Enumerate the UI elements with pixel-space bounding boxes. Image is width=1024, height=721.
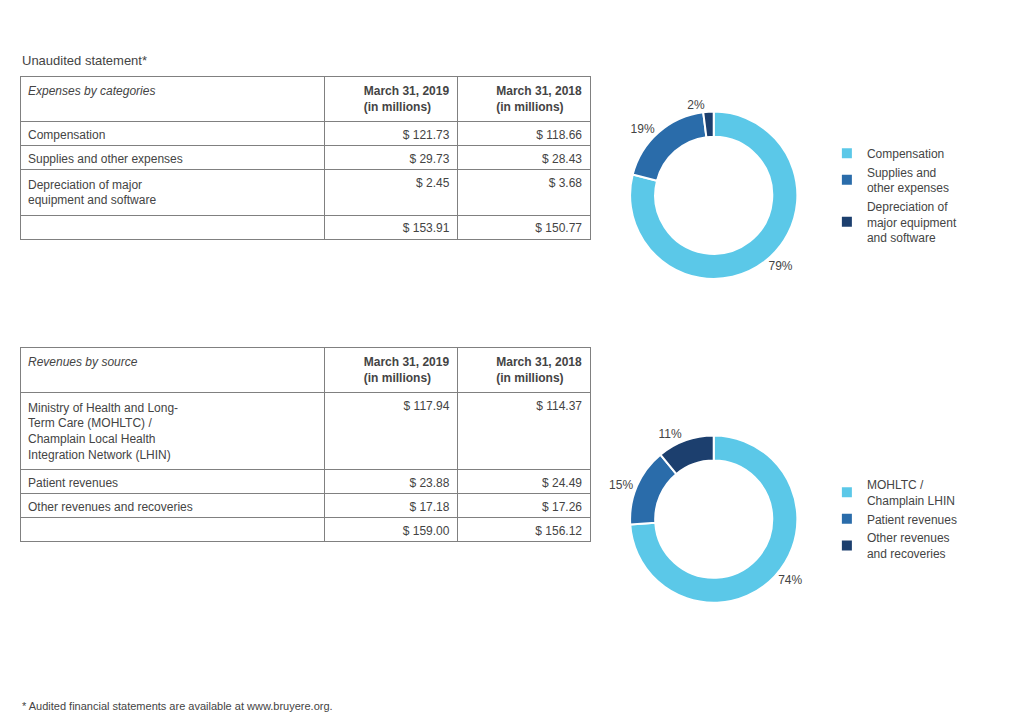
svg-text:74%: 74% xyxy=(778,573,802,587)
svg-text:$ 2.45: $ 2.45 xyxy=(416,176,450,190)
svg-text:$ 117.94: $ 117.94 xyxy=(404,399,450,413)
svg-text:$ 153.91: $ 153.91 xyxy=(403,221,450,235)
svg-text:Compensation: Compensation xyxy=(867,147,944,161)
svg-text:Expenses by categories: Expenses by categories xyxy=(28,84,155,98)
svg-text:Other revenuesand recoveries: Other revenuesand recoveries xyxy=(867,531,950,561)
svg-text:$ 17.18: $ 17.18 xyxy=(409,500,449,514)
svg-text:$ 24.49: $ 24.49 xyxy=(542,476,582,490)
svg-text:Patient revenues: Patient revenues xyxy=(28,476,118,490)
svg-text:MOHLTC /Champlain LHIN: MOHLTC /Champlain LHIN xyxy=(867,478,955,508)
svg-text:Depreciation ofmajor equipment: Depreciation ofmajor equipmentand softwa… xyxy=(867,200,957,245)
svg-text:Revenues by source: Revenues by source xyxy=(28,355,138,369)
svg-text:Ministry of Health and Long-Te: Ministry of Health and Long-Term Care (M… xyxy=(28,401,178,462)
svg-text:$ 17.26: $ 17.26 xyxy=(542,500,582,514)
svg-text:Supplies andother expenses: Supplies andother expenses xyxy=(867,166,949,196)
svg-text:March 31, 2019(in millions): March 31, 2019(in millions) xyxy=(364,355,450,385)
svg-text:$ 159.00: $ 159.00 xyxy=(403,524,450,538)
svg-text:* Audited financial statements: * Audited financial statements are avail… xyxy=(22,700,333,712)
svg-text:March 31, 2019(in millions): March 31, 2019(in millions) xyxy=(364,84,450,114)
svg-text:15%: 15% xyxy=(609,478,633,492)
svg-text:$ 150.77: $ 150.77 xyxy=(535,221,582,235)
svg-text:March 31, 2018(in millions): March 31, 2018(in millions) xyxy=(496,355,582,385)
svg-text:$ 28.43: $ 28.43 xyxy=(542,152,582,166)
svg-text:Supplies and other expenses: Supplies and other expenses xyxy=(28,152,183,166)
svg-text:March 31, 2018(in millions): March 31, 2018(in millions) xyxy=(496,84,582,114)
svg-text:Depreciation of majorequipment: Depreciation of majorequipment and softw… xyxy=(28,178,156,208)
svg-text:$ 121.73: $ 121.73 xyxy=(403,128,450,142)
svg-text:$ 156.12: $ 156.12 xyxy=(535,524,582,538)
svg-text:Unaudited statement*: Unaudited statement* xyxy=(22,53,147,68)
svg-text:Compensation: Compensation xyxy=(28,128,105,142)
svg-text:$ 114.37: $ 114.37 xyxy=(536,399,582,413)
svg-text:Patient revenues: Patient revenues xyxy=(867,513,957,527)
svg-text:11%: 11% xyxy=(658,427,681,441)
svg-text:$ 23.88: $ 23.88 xyxy=(409,476,449,490)
svg-text:19%: 19% xyxy=(631,122,655,136)
svg-text:$ 29.73: $ 29.73 xyxy=(409,152,449,166)
svg-text:$ 3.68: $ 3.68 xyxy=(549,176,583,190)
svg-text:79%: 79% xyxy=(768,259,792,273)
svg-text:2%: 2% xyxy=(687,98,705,112)
svg-text:Other revenues and recoveries: Other revenues and recoveries xyxy=(28,500,193,514)
svg-text:$ 118.66: $ 118.66 xyxy=(536,128,582,142)
